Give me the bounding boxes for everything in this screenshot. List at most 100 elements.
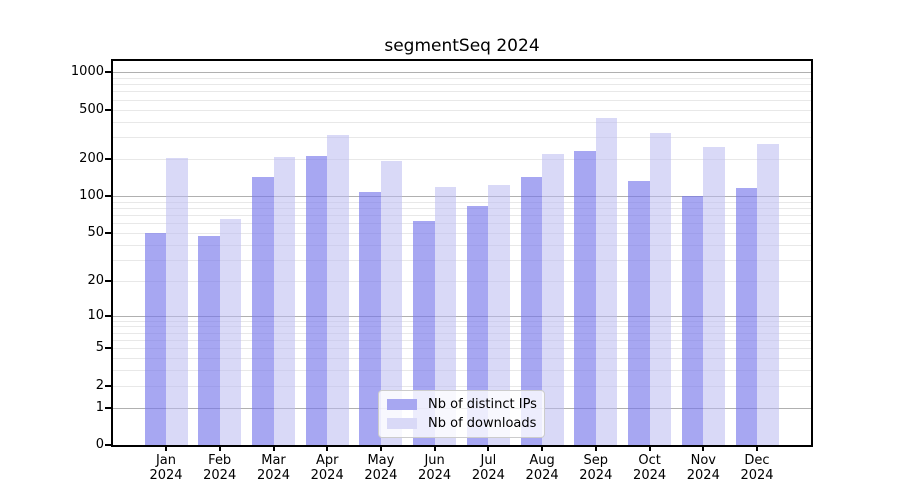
bar-downloads-sep [595,117,618,445]
minor-gridline [113,340,811,341]
x-tick-label: Jul 2024 [471,453,505,483]
minor-gridline [113,137,811,138]
x-tick-mark [165,445,167,451]
y-tick-label: 1 [95,399,104,415]
minor-gridline [113,109,811,111]
legend-item-distinct-ips: Nb of distinct IPs [387,395,537,414]
x-tick-mark [648,445,651,451]
y-tick-label: 2 [95,377,104,393]
minor-gridline [113,326,811,328]
minor-gridline [113,121,811,123]
major-gridline [113,196,811,197]
minor-gridline [113,358,811,360]
minor-gridline [113,385,811,387]
x-tick-mark [756,445,758,451]
bar-distinct-ips-nov [681,196,704,445]
minor-gridline [113,201,811,203]
bar-downloads-dec [757,143,779,445]
minor-gridline [113,332,811,334]
x-tick-label: Oct 2024 [633,453,667,483]
y-tick-label: 200 [79,150,104,166]
bar-downloads-apr [327,134,349,445]
bar-distinct-ips-jun [413,220,435,445]
y-tick-mark [105,406,112,409]
chart-title: segmentSeq 2024 [384,36,540,56]
major-gridline [113,315,811,317]
y-tick-mark [105,279,112,282]
minor-gridline [113,320,811,322]
y-tick-label: 10 [87,307,104,323]
y-tick-mark [105,444,112,446]
x-tick-mark [379,445,382,451]
x-tick-label: Apr 2024 [310,453,344,483]
y-tick-mark [105,231,112,234]
x-tick-label: May 2024 [364,453,398,483]
minor-gridline [113,99,811,101]
bar-distinct-ips-feb [198,236,220,445]
bar-downloads-feb [219,218,242,445]
x-tick-label: Jan 2024 [149,453,183,483]
minor-gridline [113,158,811,160]
bar-downloads-jul [488,184,510,445]
minor-gridline [113,280,811,282]
major-gridline [113,72,811,74]
minor-gridline [113,223,811,225]
minor-gridline [113,244,811,246]
legend-label: Nb of distinct IPs [428,397,537,412]
y-tick-label: 20 [87,272,104,288]
bar-distinct-ips-mar [252,177,274,445]
bar-distinct-ips-jan [144,232,166,445]
bar-distinct-ips-aug [520,176,543,445]
x-tick-label: Mar 2024 [256,453,291,483]
y-tick-label: 500 [79,101,104,117]
y-tick-label: 5 [95,340,104,356]
downloads-swatch [387,418,417,429]
x-tick-mark [702,445,705,451]
bar-distinct-ips-apr [305,156,328,445]
x-tick-mark [541,445,544,451]
legend-label: Nb of downloads [428,416,537,431]
bar-downloads-aug [542,153,564,445]
bar-distinct-ips-jul [466,205,489,445]
bar-downloads-oct [649,132,672,445]
minor-gridline [113,215,811,216]
legend-item-downloads: Nb of downloads [387,414,536,433]
y-tick-mark [105,71,112,74]
x-tick-label: Dec 2024 [740,453,774,483]
x-tick-mark [487,445,490,451]
x-tick-mark [433,445,436,451]
y-tick-mark [105,384,112,387]
distinct-ips-swatch [387,399,417,410]
x-tick-label: Aug 2024 [525,453,559,483]
bar-distinct-ips-oct [628,181,650,445]
minor-gridline [113,259,811,261]
minor-gridline [113,91,811,93]
bar-distinct-ips-sep [574,150,596,445]
legend: Nb of distinct IPs Nb of downloads [378,390,545,438]
y-tick-mark [105,195,112,197]
y-tick-label: 0 [95,437,104,452]
x-tick-label: Feb 2024 [203,453,237,483]
bar-distinct-ips-may [359,191,381,445]
minor-gridline [113,348,811,350]
y-tick-mark [105,157,112,160]
bar-downloads-nov [703,146,725,445]
x-tick-label: Jun 2024 [418,453,452,483]
y-tick-label: 1000 [70,64,104,80]
bar-downloads-jan [166,157,188,445]
minor-gridline [113,84,811,86]
y-tick-label: 100 [79,188,104,203]
minor-gridline [113,207,811,209]
minor-gridline [113,77,811,79]
y-tick-mark [105,108,112,111]
y-tick-mark [105,314,112,317]
y-tick-label: 50 [87,224,104,240]
x-tick-mark [218,445,221,451]
bar-downloads-jun [434,186,457,445]
y-tick-mark [105,347,112,350]
plot-area [113,61,811,445]
x-tick-label: Nov 2024 [686,453,720,483]
x-tick-mark [594,445,597,451]
bar-distinct-ips-dec [735,188,757,445]
